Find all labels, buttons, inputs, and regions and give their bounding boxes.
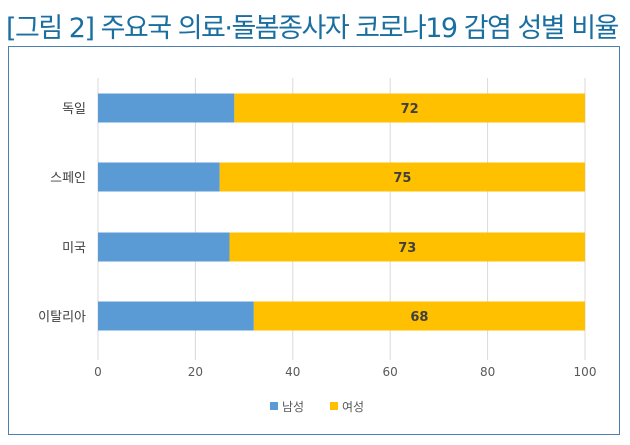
category-label: 독일 bbox=[62, 102, 86, 117]
bar-남성 bbox=[98, 301, 254, 331]
x-tick-label: 60 bbox=[383, 365, 398, 379]
bar-여성 bbox=[229, 232, 586, 262]
data-label: 75 bbox=[393, 171, 411, 186]
x-tick-label: 40 bbox=[285, 365, 300, 379]
chart-title: [그림 2] 주요국 의료·돌봄종사자 코로나19 감염 성별 비율 bbox=[6, 13, 619, 44]
legend-label: 남성 bbox=[282, 400, 304, 414]
x-tick-label: 0 bbox=[94, 365, 102, 379]
bar-여성 bbox=[253, 301, 585, 331]
chart-frame bbox=[8, 46, 620, 435]
x-tick-label: 20 bbox=[188, 365, 203, 379]
bar-남성 bbox=[98, 232, 230, 262]
legend-label: 여성 bbox=[342, 400, 364, 414]
data-label: 72 bbox=[401, 102, 419, 117]
bar-여성 bbox=[234, 93, 586, 123]
legend-swatch bbox=[330, 402, 338, 410]
bar-남성 bbox=[98, 93, 235, 123]
bar-여성 bbox=[219, 162, 585, 192]
category-label: 스페인 bbox=[50, 171, 86, 186]
bar-남성 bbox=[98, 162, 220, 192]
x-tick-label: 80 bbox=[480, 365, 495, 379]
data-label: 68 bbox=[410, 310, 428, 325]
category-label: 미국 bbox=[62, 241, 86, 256]
data-label: 73 bbox=[398, 241, 416, 256]
category-label: 이탈리아 bbox=[38, 310, 86, 325]
x-tick-label: 100 bbox=[574, 365, 597, 379]
legend-swatch bbox=[270, 402, 278, 410]
